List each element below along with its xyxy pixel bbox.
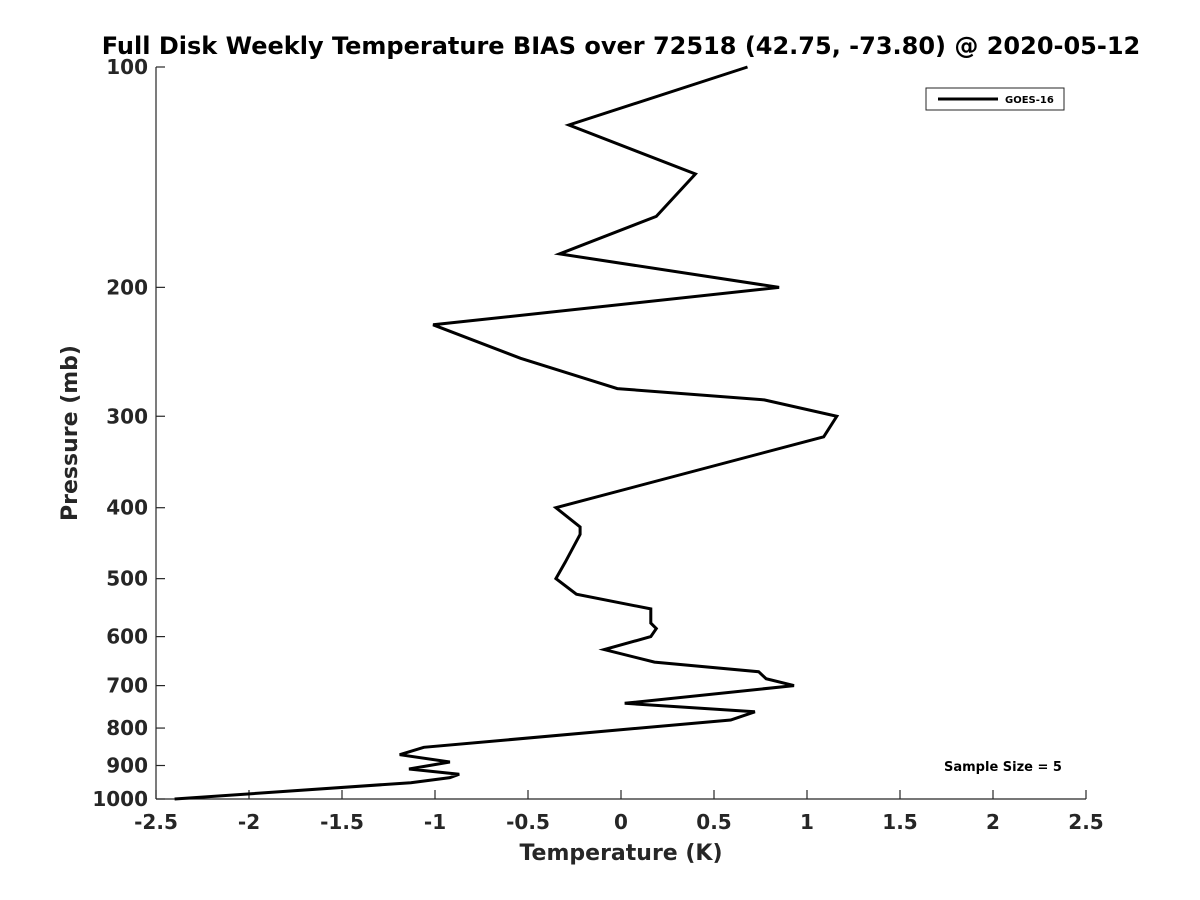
legend-label-goes-16: GOES-16 [1005, 95, 1054, 106]
y-tick-label: 900 [106, 754, 148, 778]
x-axis-label: Temperature (K) [519, 841, 722, 866]
x-tick-label: 2 [986, 810, 1000, 834]
y-tick-label: 1000 [92, 787, 148, 811]
series-layer [174, 65, 840, 801]
x-tick-label: -2.5 [134, 810, 178, 834]
y-tick-label: 800 [106, 716, 148, 740]
chart-title: Full Disk Weekly Temperature BIAS over 7… [102, 32, 1141, 60]
x-tick-label: 1 [800, 810, 814, 834]
y-axis-label: Pressure (mb) [58, 345, 83, 521]
y-tick-label: 400 [106, 496, 148, 520]
y-tick-label: 100 [106, 55, 148, 79]
plot-area [155, 67, 1086, 800]
legend: GOES-16 [925, 87, 1065, 111]
x-tick-label: 0.5 [696, 810, 731, 834]
y-tick-label: 500 [106, 567, 148, 591]
x-tick-label: 2.5 [1068, 810, 1103, 834]
x-tick-label: -1 [424, 810, 446, 834]
y-tick-label: 600 [106, 625, 148, 649]
y-tick-label: 700 [106, 674, 148, 698]
x-tick-label: -1.5 [320, 810, 364, 834]
x-axis-ticks: -2.5 -2 -1.5 -1 -0.5 0 0.5 1 1.5 2 2.5 [134, 790, 1104, 834]
y-tick-label: 200 [106, 275, 148, 299]
y-axis-ticks: 100 200 300 400 500 600 700 800 900 1000 [92, 55, 165, 811]
sample-size-annotation: Sample Size = 5 [944, 760, 1062, 775]
x-tick-label: 1.5 [882, 810, 917, 834]
series-line-goes-16 [174, 65, 840, 801]
y-tick-label: 300 [106, 404, 148, 428]
x-tick-label: 0 [614, 810, 628, 834]
x-tick-label: -2 [238, 810, 260, 834]
x-tick-label: -0.5 [506, 810, 550, 834]
